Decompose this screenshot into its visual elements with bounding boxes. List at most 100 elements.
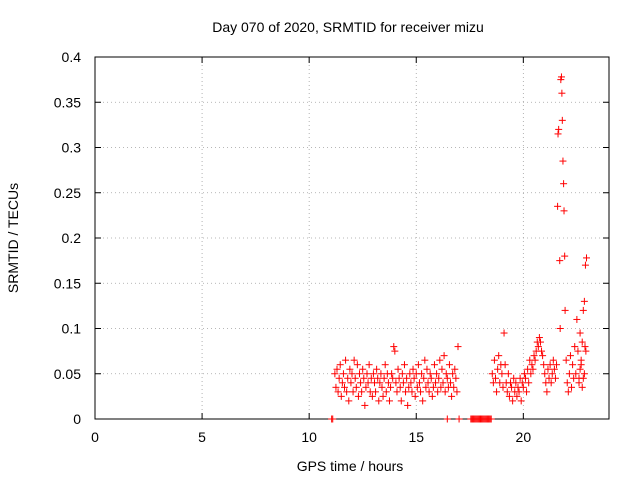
data-point [580,370,588,378]
data-point [488,370,496,378]
data-point [407,379,415,387]
data-point [569,361,577,369]
data-point [503,388,511,396]
data-point [348,370,356,378]
data-point [538,347,546,355]
data-point [556,325,564,332]
y-tick-label: 0.15 [54,275,81,291]
data-point [560,207,568,215]
data-point [350,356,358,364]
data-point [375,397,383,405]
data-point [561,306,569,314]
data-point [395,374,403,382]
data-point [393,388,401,396]
data-point [439,379,447,387]
ticks [94,56,609,420]
data-point [373,365,381,373]
data-point [451,365,459,373]
data-point [360,374,368,382]
data-point [364,379,372,387]
data-point [388,370,396,378]
data-point [419,397,427,405]
data-point [548,370,556,378]
data-point [384,379,392,387]
data-point [411,392,419,400]
data-point [454,343,462,351]
data-point [369,370,377,378]
data-point [391,347,399,355]
data-point [564,388,572,396]
data-point [443,415,451,423]
data-point [430,361,438,369]
grid [95,57,609,419]
data-point [505,392,513,400]
data-point [549,356,557,364]
y-tick-label: 0.25 [54,185,81,201]
data-point [361,401,369,409]
data-point [376,379,384,387]
x-tick-label: 5 [198,429,206,445]
y-tick-label: 0.2 [62,230,82,246]
data-point [561,252,569,260]
data-point [365,361,373,369]
data-point [576,365,584,373]
data-point [329,415,337,423]
data-point [544,365,552,373]
data-point [543,388,551,396]
data-point [402,388,410,396]
data-point [418,370,426,378]
data-point [528,361,536,369]
data-point [333,365,341,373]
data-point [336,361,344,369]
data-point [529,365,537,373]
data-point [496,379,504,387]
data-point [579,374,587,382]
data-point [443,374,451,382]
data-point [358,388,366,396]
data-point [424,379,432,387]
data-point [578,338,586,346]
data-point [562,356,570,364]
data-point [517,397,525,405]
data-point [354,392,362,400]
data-point [494,365,502,373]
data-point [490,356,498,364]
data-point [531,356,539,364]
data-point [518,379,526,387]
data-point [579,306,587,314]
data-point [508,383,516,391]
data-point [440,352,448,360]
data-point [583,254,591,262]
data-point [344,374,352,382]
data-point [357,379,365,387]
data-point [442,370,450,378]
data-point [536,338,544,346]
data-point [573,315,581,323]
data-point [377,370,385,378]
data-point [557,73,565,81]
data-point [380,374,388,382]
data-point [521,374,529,382]
data-point [539,352,547,360]
x-tick-label: 10 [301,429,317,445]
data-point [495,352,503,360]
data-point [413,383,421,391]
data-point [408,388,416,396]
data-point [355,370,363,378]
data-point [575,379,583,387]
data-point [581,261,589,269]
data-point [541,370,549,378]
data-point [429,383,437,391]
data-point [390,343,398,351]
data-point [487,415,495,423]
data-point [560,180,568,188]
data-point [555,125,563,133]
data-point [582,347,590,355]
data-point [568,383,576,391]
data-point [581,343,589,351]
data-point [558,89,566,97]
data-point [385,397,393,405]
data-point [434,388,442,396]
data-point [341,383,349,391]
